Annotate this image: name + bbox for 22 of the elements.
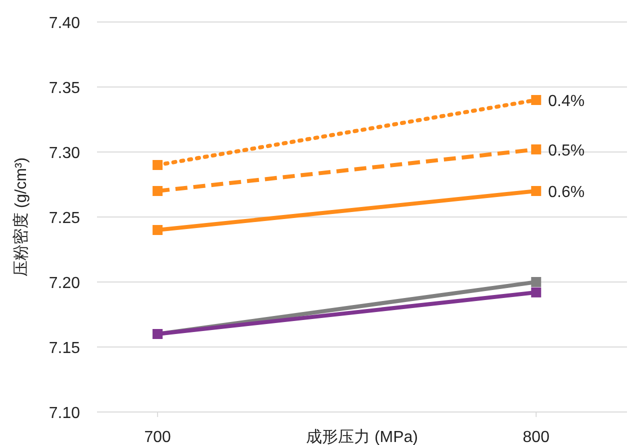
point [152,160,163,170]
x-axis-title: 成形压力 (MPa) [306,428,418,445]
y-tick-label: 7.35 [48,80,80,97]
point [531,95,542,105]
y-tick-label: 7.25 [48,210,80,227]
point [531,186,542,196]
point [531,277,542,287]
point [152,186,163,196]
y-axis-title: 压粉密度 (g/cm³) [12,157,30,277]
x-tick-label: 800 [522,429,550,445]
series-label: 0.5% [548,142,585,160]
point [152,225,163,235]
y-tick-label: 7.20 [48,275,80,292]
y-tick-label: 7.10 [48,405,80,422]
series-label: 0.4% [548,93,585,110]
point [531,287,542,298]
y-tick-label: 7.30 [48,145,80,162]
x-tick-label: 700 [144,429,172,445]
y-tick-label: 7.15 [48,340,80,357]
series-label: 0.6% [548,184,585,201]
y-tick-label: 7.40 [48,15,80,32]
point [531,144,542,154]
